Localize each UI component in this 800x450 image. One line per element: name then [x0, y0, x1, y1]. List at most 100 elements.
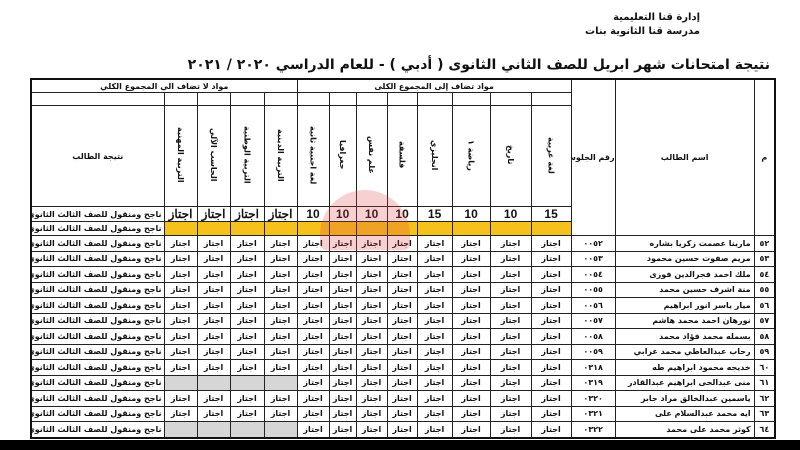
other-subject-grade: اجتاز — [163, 281, 198, 298]
subject-label: التربية الدينية — [276, 128, 286, 182]
subject-grade: اجتاز — [416, 359, 453, 376]
subject-grade: اجتاز — [416, 328, 453, 345]
highlight-cell — [296, 221, 330, 236]
other-subject-grade: اجتاز — [163, 328, 198, 345]
subject-grade: اجتاز — [530, 235, 572, 252]
other-subject-grade: اجتاز — [229, 328, 265, 345]
subject-grade: اجتاز — [416, 421, 453, 438]
other-subject-grade — [163, 374, 198, 391]
subject-label: انجليزي — [430, 139, 440, 171]
subject-grade: اجتاز — [296, 328, 330, 345]
seat-number: ٠٠٥٢ — [570, 235, 616, 252]
school-name: مدرسة قنا الثانوية بنات — [585, 26, 700, 37]
subject-grade: اجتاز — [328, 328, 357, 345]
subject-max-score: 15 — [416, 206, 453, 222]
non-added-subjects-group-header: مواد لا تضاف الي المجموع الكلي — [30, 78, 298, 93]
subject-grade: اجتاز — [386, 359, 418, 376]
student-result: ناجح ومنقول للصف الثالث الثانوى — [29, 312, 165, 329]
other-subject-grade: اجتاز — [196, 328, 231, 345]
blank-cell — [296, 92, 330, 106]
subject-grade: اجتاز — [355, 250, 388, 267]
subject-grade: اجتاز — [296, 359, 330, 376]
subject-grade: اجتاز — [328, 390, 357, 407]
subject-grade: اجتاز — [416, 312, 453, 329]
subject-grade: اجتاز — [296, 390, 330, 407]
table-row: ٥٦ ميار ياسر انور ابراهيم ٠٠٥٦ اجتاز اجتاز اج… — [29, 297, 776, 314]
subject-grade: اجتاز — [530, 343, 572, 360]
subject-grade: اجتاز — [489, 250, 532, 267]
seat-number: ٠٣١٨ — [570, 359, 616, 376]
other-subject-grade: اجتاز — [229, 250, 265, 267]
subject-grade: اجتاز — [328, 312, 357, 329]
blank-cell — [328, 92, 357, 106]
subject-grade: اجتاز — [530, 328, 572, 345]
subject-grade: اجتاز — [489, 312, 532, 329]
subject-grade: اجتاز — [386, 312, 418, 329]
subject-label: علم نفس — [367, 136, 377, 174]
subject-grade: اجتاز — [416, 235, 453, 252]
subject-grade: اجتاز — [296, 250, 330, 267]
other-subject-grade: اجتاز — [229, 297, 265, 314]
other-subject-grade: اجتاز — [229, 312, 265, 329]
table-row: ٦٠ خديجه محمود ابراهيم طه ٠٣١٨ اجتاز اجتاز اج… — [29, 359, 776, 376]
blank-cell — [386, 92, 418, 106]
results-table: م اسم الطالب رقم الجلوس مواد تضاف إلى ال… — [29, 78, 777, 439]
subject-grade: اجتاز — [416, 374, 453, 391]
table-row: ٥٩ رحاب عبدالعاطي محمد عرابي ٠٠٥٩ اجتاز اجتا… — [29, 343, 776, 360]
subject-grade: اجتاز — [386, 421, 418, 438]
subject-label: رياضة ١ — [466, 139, 476, 171]
other-subject-grade — [163, 421, 198, 438]
subject-grade: اجتاز — [296, 343, 330, 360]
subject-grade: اجتاز — [451, 343, 491, 360]
subject-grade: اجتاز — [296, 281, 330, 298]
subject-grade: اجتاز — [355, 235, 388, 252]
subject-grade: اجتاز — [451, 266, 491, 283]
row-number: ٥٥ — [753, 281, 776, 298]
other-subject-grade: اجتاز — [163, 359, 198, 376]
other-subject-grade: اجتاز — [229, 343, 265, 360]
subject-label: فلسفة — [397, 141, 407, 169]
subject-grade: اجتاز — [386, 297, 418, 314]
subject-label: الحاسب الآلي — [209, 128, 219, 182]
subject-grade: اجتاز — [296, 421, 330, 438]
highlight-cell — [530, 221, 572, 236]
subject-header: التربية الدينية — [263, 105, 298, 207]
subject-grade: اجتاز — [355, 312, 388, 329]
subject-grade: اجتاز — [530, 312, 572, 329]
table-row: ٥٢ مارينا عصمت زكريا بشاره ٠٠٥٢ اجتاز اجتاز ا… — [29, 235, 776, 252]
highlight-cell — [489, 221, 532, 236]
table-row: ٦٤ كوثر محمد على محمد ٠٣٢٢ اجتاز اجتاز اجتاز ا… — [29, 421, 776, 438]
student-name: نورهان احمد محمد هاشم — [614, 312, 755, 329]
other-subject-grade: اجتاز — [196, 405, 231, 422]
subject-grade: اجتاز — [296, 312, 330, 329]
student-result: ناجح ومنقول للصف الثالث الثانوى — [29, 390, 165, 407]
highlight-cell — [328, 221, 357, 236]
subject-grade: اجتاز — [489, 421, 532, 438]
subject-grade: اجتاز — [451, 359, 491, 376]
other-subject-grade: اجتاز — [163, 235, 198, 252]
student-name: كوثر محمد على محمد — [614, 421, 755, 438]
subject-grade: اجتاز — [489, 328, 532, 345]
subject-grade: اجتاز — [355, 421, 388, 438]
other-subject-grade — [229, 374, 265, 391]
table-row: ٦١ منى عبدالحى ابراهيم عبدالقادر ٠٣١٩ اجتاز… — [29, 374, 776, 391]
blank-cell — [29, 92, 165, 106]
highlight-result: ناجح ومنقول للصف الثالث الثانوى — [29, 221, 165, 236]
subject-grade: اجتاز — [355, 390, 388, 407]
student-result: ناجح ومنقول للصف الثالث الثانوى — [29, 297, 165, 314]
student-result: ناجح ومنقول للصف الثالث الثانوى — [29, 405, 165, 422]
subject-grade: اجتاز — [416, 250, 453, 267]
highlight-cell — [196, 221, 231, 236]
subject-grade: اجتاز — [530, 250, 572, 267]
subject-grade: اجتاز — [328, 297, 357, 314]
student-name: ايه محمد عبدالسلام على — [614, 405, 755, 422]
other-subject-grade: اجتاز — [263, 359, 298, 376]
subject-grade: اجتاز — [530, 374, 572, 391]
subject-grade: اجتاز — [386, 266, 418, 283]
other-subject-grade: اجتاز — [196, 359, 231, 376]
other-subject-grade: اجتاز — [163, 250, 198, 267]
blank-cell — [451, 92, 491, 106]
other-subject-grade — [196, 374, 231, 391]
row-number: ٦٠ — [753, 359, 776, 376]
subject-grade: اجتاز — [355, 297, 388, 314]
